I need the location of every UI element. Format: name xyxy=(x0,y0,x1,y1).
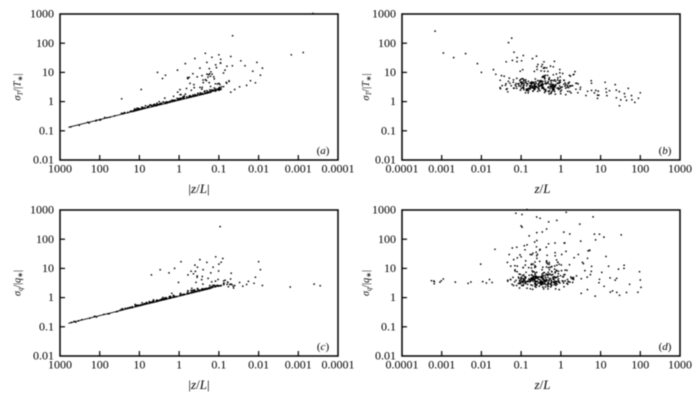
svg-text:(d): (d) xyxy=(659,341,672,353)
svg-text:1000: 1000 xyxy=(48,358,72,372)
svg-text:1000: 1000 xyxy=(372,7,396,21)
svg-text:100: 100 xyxy=(378,36,396,50)
svg-text:0.0001: 0.0001 xyxy=(386,162,419,176)
svg-text:10: 10 xyxy=(42,65,54,79)
svg-text:σq/|q∗|: σq/|q∗| xyxy=(361,270,373,296)
svg-text:0.1: 0.1 xyxy=(381,123,396,137)
svg-text:0.0001: 0.0001 xyxy=(322,358,355,372)
svg-text:100: 100 xyxy=(36,232,54,246)
svg-text:0.01: 0.01 xyxy=(248,358,269,372)
svg-text:0.01: 0.01 xyxy=(33,349,54,363)
svg-text:0.1: 0.1 xyxy=(39,123,54,137)
svg-text:0.0001: 0.0001 xyxy=(322,162,355,176)
svg-text:|z/L|: |z/L| xyxy=(188,181,209,196)
svg-text:10: 10 xyxy=(384,261,396,275)
svg-text:σT/|T∗|: σT/|T∗| xyxy=(361,73,373,100)
svg-text:1000: 1000 xyxy=(668,358,692,372)
svg-text:z/L: z/L xyxy=(534,377,551,392)
svg-text:1: 1 xyxy=(48,290,54,304)
svg-text:100: 100 xyxy=(91,358,109,372)
svg-text:10: 10 xyxy=(595,162,607,176)
svg-text:0.1: 0.1 xyxy=(211,162,226,176)
svg-text:1: 1 xyxy=(390,290,396,304)
svg-text:0.01: 0.01 xyxy=(33,153,54,167)
svg-text:0.01: 0.01 xyxy=(375,153,396,167)
svg-text:1: 1 xyxy=(176,162,182,176)
svg-text:1000: 1000 xyxy=(30,203,54,217)
svg-text:10: 10 xyxy=(595,358,607,372)
svg-text:0.1: 0.1 xyxy=(514,162,529,176)
svg-text:10: 10 xyxy=(384,65,396,79)
svg-text:0.001: 0.001 xyxy=(285,358,312,372)
svg-text:1: 1 xyxy=(176,358,182,372)
svg-text:10: 10 xyxy=(133,358,145,372)
svg-text:σq/|q∗|: σq/|q∗| xyxy=(13,270,25,296)
svg-text:σT/|T∗|: σT/|T∗| xyxy=(13,73,25,100)
svg-text:1000: 1000 xyxy=(30,7,54,21)
svg-text:(b): (b) xyxy=(659,145,672,157)
svg-text:100: 100 xyxy=(91,162,109,176)
svg-text:0.1: 0.1 xyxy=(381,319,396,333)
svg-text:0.1: 0.1 xyxy=(211,358,226,372)
svg-text:100: 100 xyxy=(631,162,649,176)
svg-text:100: 100 xyxy=(378,232,396,246)
svg-text:0.01: 0.01 xyxy=(471,358,492,372)
svg-text:(a): (a) xyxy=(317,145,330,157)
svg-text:(c): (c) xyxy=(317,341,330,353)
svg-text:0.001: 0.001 xyxy=(428,358,455,372)
svg-text:0.1: 0.1 xyxy=(39,319,54,333)
svg-text:|z/L|: |z/L| xyxy=(188,377,209,392)
svg-text:0.01: 0.01 xyxy=(248,162,269,176)
svg-text:100: 100 xyxy=(36,36,54,50)
svg-text:100: 100 xyxy=(631,358,649,372)
svg-text:0.1: 0.1 xyxy=(514,358,529,372)
svg-text:0.01: 0.01 xyxy=(375,349,396,363)
svg-text:z/L: z/L xyxy=(534,181,551,196)
svg-text:0.001: 0.001 xyxy=(285,162,312,176)
svg-text:1000: 1000 xyxy=(668,162,692,176)
svg-text:1000: 1000 xyxy=(48,162,72,176)
svg-text:0.01: 0.01 xyxy=(471,162,492,176)
svg-text:1: 1 xyxy=(558,162,564,176)
svg-text:10: 10 xyxy=(133,162,145,176)
svg-text:1000: 1000 xyxy=(372,203,396,217)
svg-text:10: 10 xyxy=(42,261,54,275)
svg-text:0.0001: 0.0001 xyxy=(386,358,419,372)
svg-text:0.001: 0.001 xyxy=(428,162,455,176)
svg-text:1: 1 xyxy=(48,94,54,108)
svg-text:1: 1 xyxy=(558,358,564,372)
svg-text:1: 1 xyxy=(390,94,396,108)
